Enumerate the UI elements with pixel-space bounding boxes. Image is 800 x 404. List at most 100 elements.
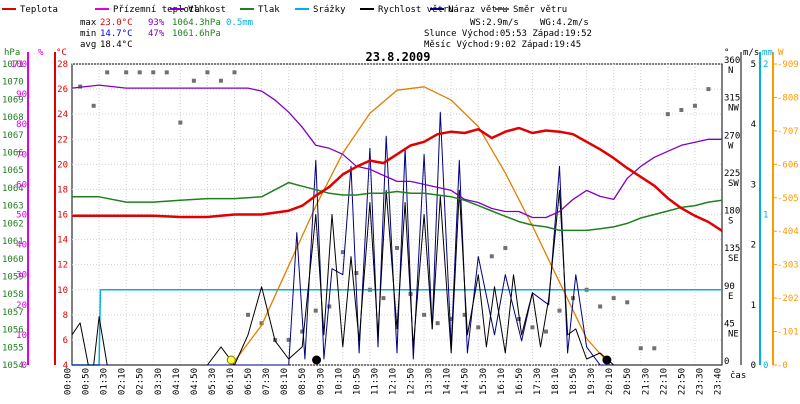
sunrise-marker xyxy=(226,355,236,365)
wind-direction-point xyxy=(692,103,697,108)
wind-direction-point xyxy=(259,321,264,326)
x-tick-label: 10:10 xyxy=(334,368,344,395)
x-tick-label: 11:30 xyxy=(370,368,380,395)
wind-direction-point xyxy=(105,70,110,75)
temp-tick: 14 xyxy=(57,236,68,246)
x-tick-label: 13:30 xyxy=(425,368,435,395)
direction-compass: W xyxy=(728,141,734,151)
wind-direction-point xyxy=(381,296,386,301)
wind-direction-point xyxy=(286,337,291,342)
grid xyxy=(71,63,723,366)
direction-tick: 270 xyxy=(724,131,740,141)
x-tick-label: 02:50 xyxy=(136,368,146,395)
humidity-tick: 80 xyxy=(16,120,27,130)
speed-tick: 3 xyxy=(751,180,756,190)
pressure-tick: 1071 xyxy=(2,60,24,70)
x-tick-label: 21:30 xyxy=(641,368,651,395)
stats-block: max 23.0°C 93% 1064.3hPa 0.5mm min 14.7°… xyxy=(80,18,592,50)
x-tick-label: 16:50 xyxy=(515,368,525,395)
wind-direction-point xyxy=(557,308,562,313)
wind-direction-point xyxy=(665,112,670,117)
wind-direction-point xyxy=(327,304,332,309)
x-tick-label: 22:50 xyxy=(677,368,687,395)
wind-direction-point xyxy=(164,70,169,75)
direction-tick: 360 xyxy=(724,56,740,66)
pressure-tick: 1059 xyxy=(2,272,24,282)
x-tick-label: 04:10 xyxy=(172,368,182,395)
wind-direction-point xyxy=(178,120,183,125)
stat-avg-label: avg xyxy=(80,40,96,50)
speed-tick: 2 xyxy=(751,241,756,251)
wind-direction-point xyxy=(435,321,440,326)
humidity-tick: 10 xyxy=(16,331,27,341)
x-tick-label: 14:50 xyxy=(461,368,471,395)
direction-compass: SE xyxy=(728,254,739,264)
solar-tick: -0 xyxy=(777,361,788,371)
solar-tick: -606 xyxy=(777,160,799,170)
pressure-tick: 1069 xyxy=(2,95,24,105)
humidity-tick: 30 xyxy=(16,271,27,281)
direction-compass: N xyxy=(728,66,733,76)
temp-tick: 10 xyxy=(57,286,68,296)
pressure-tick: 1064 xyxy=(2,184,24,194)
temp-tick: 16 xyxy=(57,211,68,221)
x-tick-label: 06:10 xyxy=(226,368,236,395)
x-tick-label: 22:10 xyxy=(659,368,669,395)
pressure-tick: 1056 xyxy=(2,326,24,336)
x-tick-label: 12:10 xyxy=(389,368,399,395)
wind-direction-point xyxy=(449,317,454,322)
x-axis: 00:00 00:50 01:30 02:10 02:50 03:30 04:10 04:50… xyxy=(64,368,747,395)
wind-direction-point xyxy=(191,78,196,83)
x-tick-label: 05:30 xyxy=(208,368,218,395)
solar-tick: -909 xyxy=(777,60,799,70)
moonrise-marker xyxy=(312,355,322,365)
stat-min-hum: 47% xyxy=(148,29,165,39)
rain-tick: 2 xyxy=(763,60,768,70)
solar-tick: -707 xyxy=(777,127,799,137)
pressure-unit: hPa xyxy=(4,48,20,58)
wind-direction-point xyxy=(476,325,481,330)
legend-entry: Srážky xyxy=(313,5,346,15)
pressure-tick: 1062 xyxy=(2,219,24,229)
x-tick-label: 07:30 xyxy=(262,368,272,395)
pressure-tick: 1068 xyxy=(2,113,24,123)
solar-tick: -404 xyxy=(777,227,799,237)
rain-unit: mm xyxy=(762,48,773,58)
legend-entry: Vlhkost xyxy=(188,5,226,15)
stat-max-press: 1064.3hPa xyxy=(172,18,221,28)
wind-direction-point xyxy=(205,70,210,75)
solar-tick: -505 xyxy=(777,194,799,204)
moonset-marker xyxy=(602,355,612,365)
temp-tick: 20 xyxy=(57,160,68,170)
x-tick-label: 20:50 xyxy=(623,368,633,395)
legend-entry: Teplota xyxy=(20,5,58,15)
speed-tick: 5 xyxy=(751,60,756,70)
humidity-tick: 100 xyxy=(11,60,27,70)
series-layer xyxy=(71,70,723,366)
wind-direction-point xyxy=(91,103,96,108)
wind-direction-point xyxy=(652,346,657,351)
x-tick-label: 20:10 xyxy=(605,368,615,395)
x-tick-label: 08:10 xyxy=(280,368,290,395)
time-axis-unit: čas xyxy=(730,370,746,381)
wind-direction-point xyxy=(489,254,494,259)
pressure-tick: 1063 xyxy=(2,202,24,212)
temperature-line xyxy=(72,126,723,232)
pressure-tick: 1055 xyxy=(2,343,24,353)
pressure-tick: 1066 xyxy=(2,149,24,159)
direction-tick: 135 xyxy=(724,244,740,254)
legend-entry: Směr větru xyxy=(513,5,567,15)
speed-tick: 0 xyxy=(751,361,756,371)
x-tick-label: 00:50 xyxy=(82,368,92,395)
direction-compass: SW xyxy=(728,179,739,189)
pressure-tick: 1065 xyxy=(2,166,24,176)
speed-tick: 1 xyxy=(751,301,756,311)
direction-compass: E xyxy=(728,292,733,302)
direction-tick: 315 xyxy=(724,94,740,104)
wind-direction-point xyxy=(516,317,521,322)
humidity-unit: % xyxy=(38,48,44,58)
x-tick-label: 23:40 xyxy=(714,368,724,395)
temp-unit: °C xyxy=(56,48,67,58)
stat-wg: WG:4.2m/s xyxy=(540,18,589,28)
